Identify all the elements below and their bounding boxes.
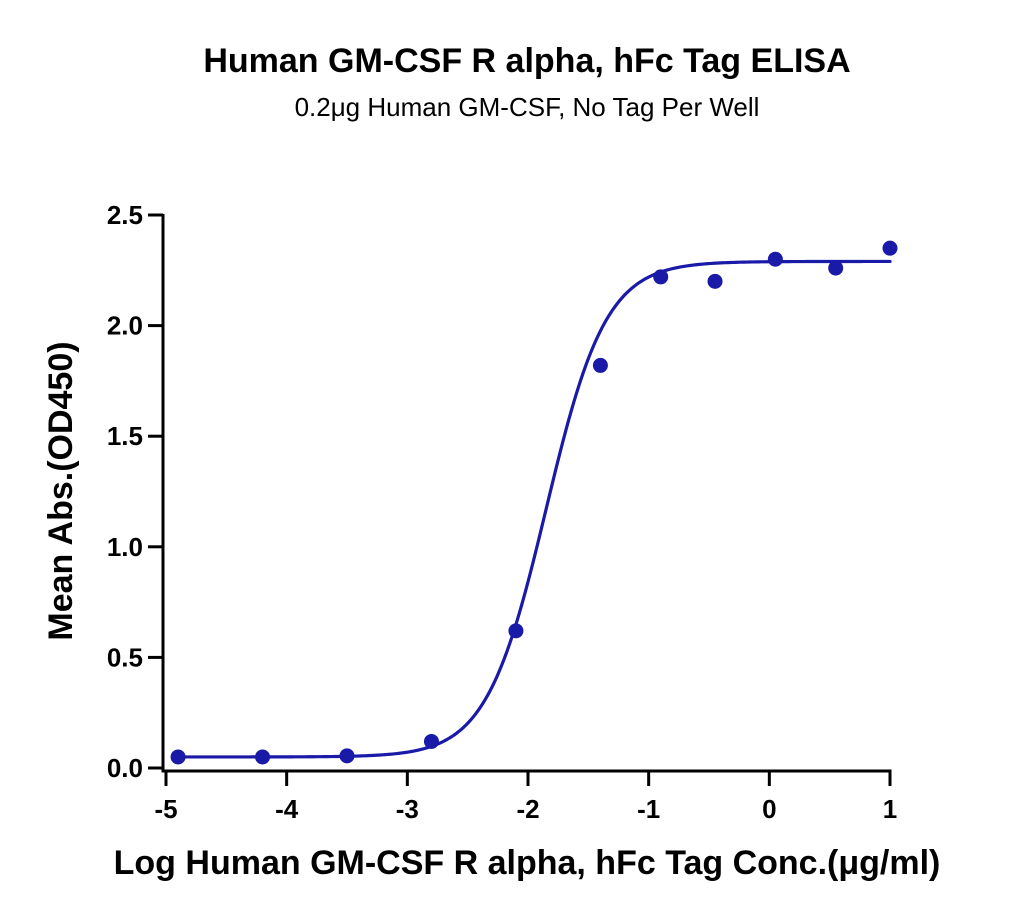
y-axis: 0.0 0.5 1.0 1.5 2.0 2.5 (107, 200, 165, 783)
x-tick-label: 0 (762, 794, 776, 824)
x-tick-label: -4 (275, 794, 299, 824)
data-point (339, 748, 355, 764)
y-axis-label: Mean Abs.(OD450) (42, 341, 80, 640)
x-tick-label: 1 (883, 794, 897, 824)
x-axis: -5 -4 -3 -2 -1 0 1 (154, 769, 897, 824)
y-tick-label: 2.0 (107, 311, 143, 341)
x-axis-label: Log Human GM-CSF R alpha, hFc Tag Conc.(… (114, 844, 941, 882)
x-tick-label: -2 (516, 794, 539, 824)
y-tick-label: 1.5 (107, 421, 143, 451)
y-tick-label: 1.0 (107, 532, 143, 562)
y-tick-label: 0.0 (107, 753, 143, 783)
fit-curve (174, 259, 892, 759)
x-tick-label: -1 (637, 794, 660, 824)
chart-subtitle: 0.2μg Human GM-CSF, No Tag Per Well (295, 92, 760, 122)
data-point (882, 240, 898, 256)
fit-curve-layer (174, 259, 892, 759)
data-point (423, 733, 439, 749)
data-point (255, 749, 271, 765)
y-tick-label: 0.5 (107, 642, 143, 672)
data-points (170, 240, 898, 765)
x-tick-label: -3 (396, 794, 419, 824)
chart-title: Human GM-CSF R alpha, hFc Tag ELISA (203, 42, 850, 80)
data-point (767, 251, 783, 267)
x-tick-label: -5 (154, 794, 177, 824)
data-point (592, 357, 608, 373)
data-point (828, 260, 844, 276)
y-tick-label: 2.5 (107, 200, 143, 230)
data-point (170, 749, 186, 765)
data-point (653, 269, 669, 285)
data-point (508, 623, 524, 639)
data-point (707, 273, 723, 289)
